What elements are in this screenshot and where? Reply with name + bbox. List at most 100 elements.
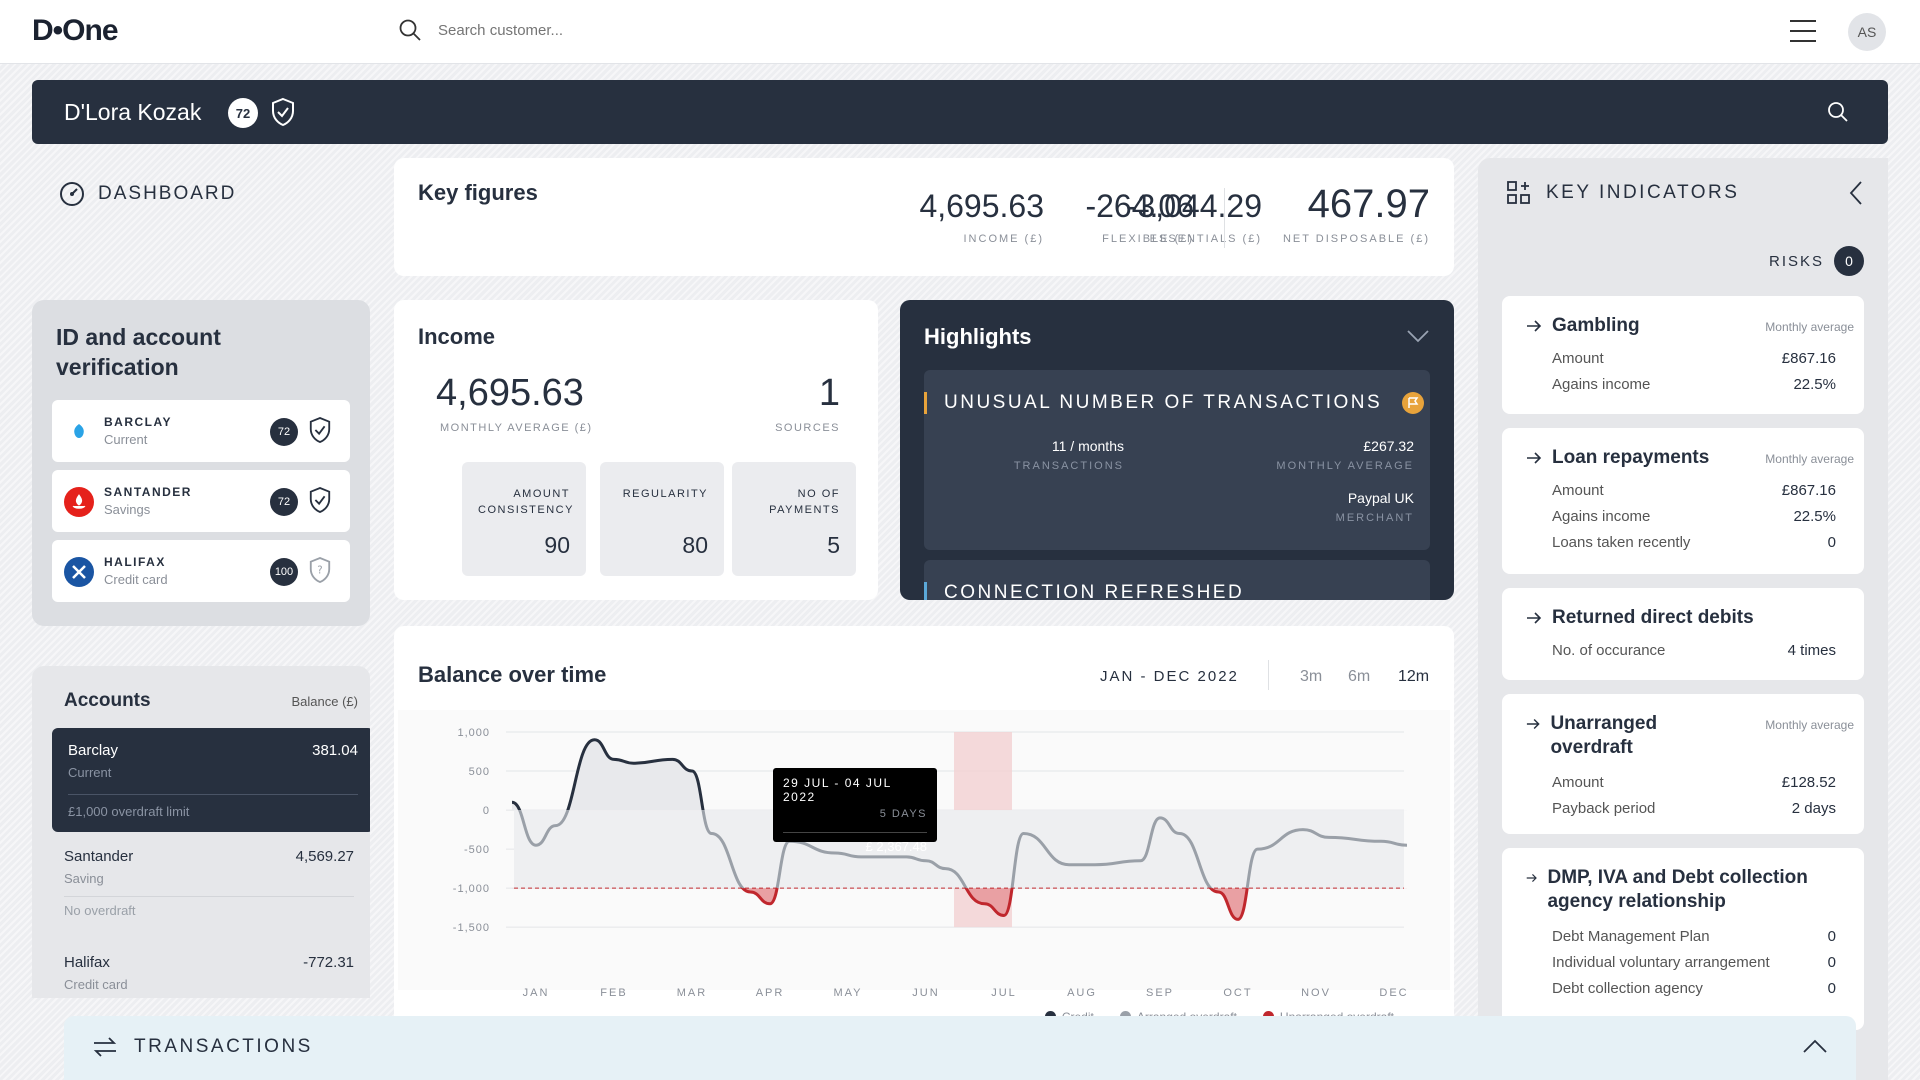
account-note: £1,000 overdraft limit [68, 804, 190, 819]
indicator-row-value: 2 days [1791, 800, 1836, 817]
y-tick-label: -1,500 [453, 922, 490, 934]
transactions-drawer[interactable]: TRANSACTIONS [64, 1016, 1856, 1080]
shield-check-icon [309, 487, 331, 513]
x-tick-label: JAN [523, 987, 550, 999]
divider [1224, 188, 1225, 248]
flag-icon [1402, 392, 1424, 414]
indicator-card[interactable]: Gambling Monthly average Amount £867.16 Agai… [1502, 296, 1864, 414]
indicator-title: Unarranged overdraft [1526, 712, 1726, 760]
indicator-card[interactable]: Returned direct debits No. of occurance 4 … [1502, 588, 1864, 680]
kf-label: FLEXIBLE (£) [1102, 233, 1194, 245]
account-name: Halifax [64, 954, 110, 971]
indicator-row-value: 22.5% [1793, 376, 1836, 393]
indicator-title: Returned direct debits [1526, 606, 1866, 630]
indicator-meta: Monthly average [1765, 452, 1854, 466]
bank-item-halifax[interactable]: HALIFAX Credit card 100 ? [52, 540, 350, 602]
account-type: Credit card [64, 977, 128, 992]
indicator-row: Debt Management Plan 0 [1552, 928, 1836, 945]
indicator-row-label: Amount [1552, 350, 1604, 367]
accounts-panel: Accounts Balance (£) Barclay 381.04 Curr… [32, 666, 370, 998]
arrow-right-icon [1527, 320, 1542, 332]
search-input[interactable] [438, 21, 838, 39]
arrow-right-icon [1526, 874, 1537, 882]
indicator-row: Agains income 22.5% [1552, 376, 1836, 393]
indicator-row-label: Amount [1552, 774, 1604, 791]
indicator-row-label: Payback period [1552, 800, 1656, 817]
indicator-row-label: Agains income [1552, 376, 1651, 393]
customer-name: D'Lora Kozak [64, 99, 202, 125]
highlight-accent [924, 582, 927, 600]
customer-score-badge: 72 [228, 98, 258, 128]
account-item-santander[interactable]: Santander 4,569.27 Saving No overdraft [64, 848, 354, 918]
income-box-label: NO OF PAYMENTS [769, 488, 840, 516]
highlight-item[interactable]: CONNECTION REFRESHED [924, 560, 1430, 600]
chevron-left-icon[interactable] [1848, 180, 1864, 206]
account-name: Barclay [68, 742, 119, 759]
x-tick-label: APR [756, 987, 785, 999]
account-type: Saving [64, 871, 104, 886]
indicator-row-value: 0 [1827, 928, 1836, 945]
key-indicators-panel: KEY INDICATORS RISKS 0 Gambling Monthly a… [1478, 158, 1888, 1080]
highlight-label: MERCHANT [1335, 512, 1414, 524]
risks-counter: RISKS 0 [1769, 246, 1864, 276]
highlight-label: TRANSACTIONS [1013, 460, 1124, 472]
balance-title: Balance over time [418, 662, 607, 687]
chevron-down-icon[interactable] [1406, 328, 1430, 344]
income-box-value: 5 [827, 532, 840, 558]
x-tick-label: JUL [991, 987, 1017, 999]
logo[interactable]: D•One [32, 14, 119, 47]
customer-search[interactable] [398, 18, 998, 42]
account-item-halifax[interactable]: Halifax -772.31 Credit card [64, 954, 354, 992]
highlight-item[interactable]: UNUSUAL NUMBER OF TRANSACTIONS 11 / mont… [924, 370, 1430, 550]
menu-icon[interactable] [1790, 20, 1816, 42]
avatar[interactable]: AS [1848, 13, 1886, 51]
risks-label: RISKS [1768, 252, 1824, 270]
chart-tooltip: 29 JUL - 04 JUL 2022 5 DAYS £ 2,367.48 [773, 768, 937, 854]
range-6m[interactable]: 6m [1348, 668, 1371, 685]
y-tick-label: 0 [483, 805, 490, 817]
highlight-title: CONNECTION REFRESHED [944, 582, 1245, 600]
tooltip-days: 5 DAYS [879, 808, 927, 820]
indicator-row: Amount £867.16 [1552, 350, 1836, 367]
account-item-barclay[interactable]: Barclay 381.04 Current £1,000 overdraft … [52, 728, 370, 832]
indicator-meta: Monthly average [1765, 718, 1854, 732]
divider [1268, 660, 1269, 690]
indicator-card[interactable]: DMP, IVA and Debt collection agency rela… [1502, 848, 1864, 1030]
highlight-transactions: 11 / months TRANSACTIONS [994, 438, 1124, 472]
indicator-row: Debt collection agency 0 [1552, 980, 1836, 997]
indicator-row: Individual voluntary arrangement 0 [1552, 954, 1836, 971]
account-type: Current [68, 765, 112, 780]
balance-header: Balance (£) [291, 694, 358, 709]
series-arranged-line [517, 810, 1408, 889]
indicator-title: DMP, IVA and Debt collection agency rela… [1526, 866, 1866, 914]
risks-count: 0 [1834, 246, 1864, 276]
account-balance: -772.31 [303, 954, 354, 971]
dashboard-nav[interactable]: DASHBOARD [58, 180, 236, 208]
range-3m[interactable]: 3m [1300, 668, 1323, 685]
tooltip-amount: £ 2,367.48 [783, 832, 927, 854]
bank-type: Current [104, 432, 148, 447]
bank-item-santander[interactable]: SANTANDER Savings 72 [52, 470, 350, 532]
account-note: No overdraft [64, 903, 136, 918]
x-tick-label: DEC [1379, 987, 1408, 999]
balance-period[interactable]: JAN - DEC 2022 [1100, 668, 1239, 685]
indicator-row-value: £867.16 [1781, 482, 1836, 499]
indicator-card[interactable]: Unarranged overdraft Monthly average Amoun… [1502, 694, 1864, 834]
indicator-card[interactable]: Loan repayments Monthly average Amount £867… [1502, 428, 1864, 574]
range-12m[interactable]: 12m [1398, 668, 1430, 685]
barclay-logo-icon [64, 417, 94, 447]
shield-question-icon: ? [309, 557, 331, 583]
balance-chart[interactable]: 1,000 500 0 -500 -1,000 -1,500 JAN FEB MAR APR MAY… [394, 710, 1454, 1010]
y-tick-label: 500 [469, 766, 490, 778]
indicator-row-label: Agains income [1552, 508, 1651, 525]
svg-text:?: ? [317, 566, 322, 577]
verification-title: ID and account verification [56, 324, 221, 380]
highlight-accent [924, 392, 927, 414]
bank-item-barclay[interactable]: BARCLAY Current 72 [52, 400, 350, 462]
accounts-title: Accounts [64, 690, 151, 711]
shield-check-icon [272, 97, 294, 127]
chevron-up-icon[interactable] [1802, 1038, 1828, 1054]
search-icon[interactable] [1826, 100, 1850, 124]
arrow-right-icon [1526, 718, 1540, 730]
income-sources: 1 [818, 372, 840, 414]
